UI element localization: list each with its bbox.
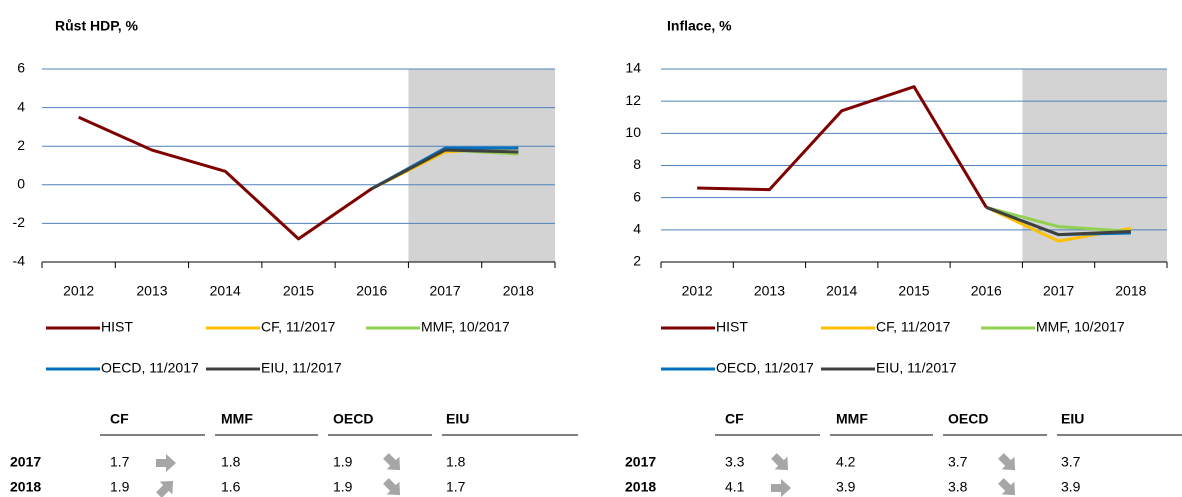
y-tick-label: 2 bbox=[17, 137, 25, 153]
y-tick-label: -4 bbox=[13, 253, 26, 269]
y-tick-label: 2 bbox=[633, 253, 641, 269]
y-tick-label: 6 bbox=[17, 60, 25, 76]
column-header: OECD bbox=[948, 411, 988, 427]
cell-value: 1.9 bbox=[110, 479, 130, 495]
x-tick-label: 2015 bbox=[283, 283, 314, 299]
cell-value: 4.1 bbox=[725, 479, 745, 495]
cell-value: 1.9 bbox=[333, 454, 353, 470]
legend-label: CF, 11/2017 bbox=[876, 319, 951, 335]
x-tick-label: 2014 bbox=[826, 283, 857, 299]
arrows bbox=[152, 449, 1022, 497]
column-header: OECD bbox=[333, 411, 373, 427]
column-header: MMF bbox=[221, 411, 253, 427]
series-line bbox=[985, 205, 1131, 237]
x-tick-label: 2012 bbox=[682, 283, 713, 299]
cell-value: 3.9 bbox=[836, 479, 856, 495]
cell-value: 1.8 bbox=[446, 454, 466, 470]
legend-label: MMF, 10/2017 bbox=[1036, 319, 1125, 335]
cell-value: 4.2 bbox=[836, 454, 856, 470]
legend-label: MMF, 10/2017 bbox=[421, 319, 510, 335]
arrow bbox=[379, 474, 407, 497]
arrow bbox=[994, 474, 1022, 497]
cell-value: 3.3 bbox=[725, 454, 745, 470]
column-header: CF bbox=[725, 411, 744, 427]
legend-label: OECD, 11/2017 bbox=[716, 360, 814, 376]
arrow bbox=[771, 479, 791, 497]
cell-value: 1.6 bbox=[221, 479, 241, 495]
y-tick-label: 4 bbox=[633, 221, 641, 237]
cell-value: 1.7 bbox=[446, 479, 466, 495]
y-tick-label: 6 bbox=[633, 188, 641, 204]
y-tick-label: 10 bbox=[625, 124, 641, 140]
series-line bbox=[78, 115, 373, 241]
cell-value: 1.7 bbox=[110, 454, 130, 470]
arrow bbox=[152, 474, 180, 497]
column-header: EIU bbox=[446, 411, 469, 427]
row-label: 2018 bbox=[625, 479, 656, 495]
cell-value: 3.8 bbox=[948, 479, 968, 495]
legend-label: CF, 11/2017 bbox=[261, 319, 336, 335]
x-tick-label: 2015 bbox=[898, 283, 929, 299]
row-label: 2018 bbox=[10, 479, 41, 495]
x-tick-label: 2016 bbox=[356, 283, 387, 299]
y-tick-label: 14 bbox=[625, 60, 641, 76]
series-line bbox=[697, 85, 988, 209]
column-header: MMF bbox=[836, 411, 868, 427]
cell-value: 1.9 bbox=[333, 479, 353, 495]
chart-title: Růst HDP, % bbox=[55, 18, 139, 34]
x-tick-label: 2018 bbox=[503, 283, 534, 299]
chart-title: Inflace, % bbox=[667, 18, 732, 34]
column-header: EIU bbox=[1061, 411, 1084, 427]
cell-value: 3.7 bbox=[948, 454, 968, 470]
series-line bbox=[985, 205, 1131, 233]
arrow bbox=[994, 449, 1022, 477]
row-label: 2017 bbox=[10, 454, 41, 470]
legend-label: HIST bbox=[101, 319, 133, 335]
arrow bbox=[156, 454, 176, 472]
x-tick-label: 2014 bbox=[210, 283, 241, 299]
legend-label: HIST bbox=[716, 319, 748, 335]
legend-label: EIU, 11/2017 bbox=[876, 360, 957, 376]
arrow bbox=[379, 449, 407, 477]
x-tick-label: 2016 bbox=[971, 283, 1002, 299]
legend-label: OECD, 11/2017 bbox=[101, 360, 199, 376]
cell-value: 1.8 bbox=[221, 454, 241, 470]
x-tick-label: 2017 bbox=[429, 283, 460, 299]
cell-value: 3.9 bbox=[1061, 479, 1081, 495]
y-tick-label: -2 bbox=[13, 214, 26, 230]
legend-label: EIU, 11/2017 bbox=[261, 360, 342, 376]
series-line bbox=[371, 148, 519, 190]
y-tick-label: 0 bbox=[17, 176, 25, 192]
x-tick-label: 2013 bbox=[754, 283, 785, 299]
y-tick-label: 4 bbox=[17, 98, 25, 114]
arrow bbox=[767, 449, 795, 477]
column-header: CF bbox=[110, 411, 129, 427]
y-tick-label: 8 bbox=[633, 156, 641, 172]
x-tick-label: 2013 bbox=[136, 283, 167, 299]
cell-value: 3.7 bbox=[1061, 454, 1081, 470]
x-tick-label: 2012 bbox=[63, 283, 94, 299]
row-label: 2017 bbox=[625, 454, 656, 470]
forecast-area bbox=[408, 69, 555, 262]
x-tick-label: 2017 bbox=[1043, 283, 1074, 299]
y-tick-label: 12 bbox=[625, 92, 641, 108]
x-tick-label: 2018 bbox=[1115, 283, 1146, 299]
